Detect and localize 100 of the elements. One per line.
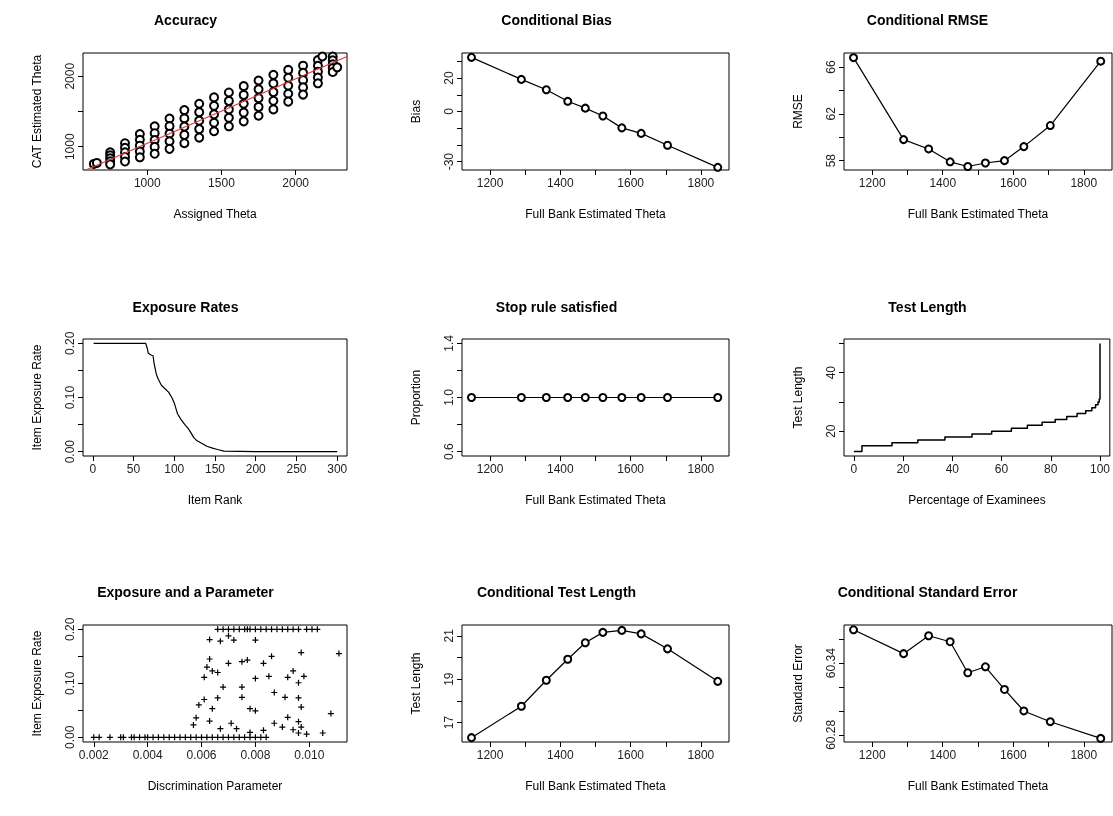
y-tick-label: 0.10 xyxy=(63,671,77,695)
point xyxy=(466,733,476,743)
y-tick-label: 20 xyxy=(442,71,456,85)
point xyxy=(1096,733,1106,743)
point xyxy=(580,103,590,113)
x-tick-label: 1800 xyxy=(1070,176,1098,190)
chart-title: Conditional Standard Error xyxy=(837,584,1018,600)
x-tick-label: 50 xyxy=(126,462,141,476)
x-tick-label: 1600 xyxy=(617,176,645,190)
point xyxy=(598,627,608,637)
y-axis-title: Test Length xyxy=(409,652,423,715)
y-tick-label: 0.20 xyxy=(63,617,77,641)
y-tick-label: 40 xyxy=(824,365,838,380)
y-axis-title: Standard Error xyxy=(791,644,805,723)
point xyxy=(999,156,1009,166)
x-tick-label: 1400 xyxy=(547,462,575,476)
x-tick-label: 1200 xyxy=(858,748,886,762)
x-tick-label: 1400 xyxy=(929,176,957,190)
y-tick-label: 1.4 xyxy=(442,334,456,352)
x-tick-label: 20 xyxy=(896,462,911,476)
y-tick-label: 66 xyxy=(824,60,838,74)
y-tick-label: 21 xyxy=(442,628,456,643)
x-tick-label: 1800 xyxy=(687,748,715,762)
point xyxy=(945,157,955,167)
point xyxy=(516,701,526,711)
x-tick-label: 0.002 xyxy=(78,748,110,762)
x-tick-label: 2000 xyxy=(282,176,310,190)
x-tick-label: 1200 xyxy=(476,462,504,476)
x-axis-title: Full Bank Estimated Theta xyxy=(907,207,1049,221)
x-tick-label: 250 xyxy=(286,462,307,476)
x-tick-label: 200 xyxy=(245,462,267,476)
chart-title: Accuracy xyxy=(153,12,218,28)
point xyxy=(999,684,1009,694)
y-tick-label: 17 xyxy=(442,715,456,730)
x-axis-title: Discrimination Parameter xyxy=(147,779,283,793)
y-tick-label: 20 xyxy=(824,424,838,438)
x-axis-title: Full Bank Estimated Theta xyxy=(525,779,667,793)
point xyxy=(1045,121,1055,131)
point xyxy=(899,135,909,145)
x-tick-label: 0.010 xyxy=(294,748,325,762)
x-tick-label: 1400 xyxy=(547,748,575,762)
x-tick-label: 1800 xyxy=(687,462,715,476)
point xyxy=(980,158,990,168)
point xyxy=(563,96,573,106)
point xyxy=(563,654,573,664)
y-axis-title: Item Exposure Rate xyxy=(30,630,44,737)
x-axis-title: Assigned Theta xyxy=(173,207,257,221)
point xyxy=(713,676,723,686)
x-tick-label: 0 xyxy=(89,462,97,476)
chart-title: Test Length xyxy=(888,299,967,315)
chart-title: Conditional RMSE xyxy=(866,12,989,28)
point xyxy=(980,662,990,672)
y-tick-label: 60.28 xyxy=(824,719,838,750)
point xyxy=(541,675,551,685)
point xyxy=(945,637,955,647)
x-tick-label: 80 xyxy=(1044,462,1058,476)
x-axis-title: Full Bank Estimated Theta xyxy=(525,207,667,221)
x-tick-label: 300 xyxy=(327,462,348,476)
point xyxy=(924,631,934,641)
x-tick-label: 150 xyxy=(204,462,226,476)
point xyxy=(963,668,973,678)
x-tick-label: 100 xyxy=(164,462,185,476)
x-axis-title: Full Bank Estimated Theta xyxy=(525,493,667,507)
y-tick-label: 1000 xyxy=(63,133,77,161)
point xyxy=(663,140,673,150)
x-tick-label: 0.004 xyxy=(132,748,163,762)
point xyxy=(617,123,627,133)
x-axis-title: Item Rank xyxy=(187,493,244,507)
x-tick-label: 1800 xyxy=(687,176,715,190)
x-tick-label: 1600 xyxy=(999,748,1027,762)
y-tick-label: 0.10 xyxy=(63,385,77,410)
y-tick-label: 2000 xyxy=(63,62,77,90)
y-tick-label: 60.34 xyxy=(824,647,838,679)
x-tick-label: 1200 xyxy=(858,176,886,190)
y-tick-label: 0.20 xyxy=(63,331,77,356)
y-tick-label: 62 xyxy=(824,106,838,121)
y-tick-label: -30 xyxy=(442,152,456,171)
point xyxy=(899,649,909,659)
y-tick-label: 19 xyxy=(442,672,456,686)
point xyxy=(713,162,723,172)
x-axis-title: Percentage of Examinees xyxy=(908,493,1046,507)
point xyxy=(516,74,526,84)
chart-title: Exposure Rates xyxy=(132,299,239,315)
chart-title: Conditional Bias xyxy=(501,12,612,28)
point xyxy=(849,625,859,635)
point xyxy=(541,85,551,95)
y-tick-label: 0.6 xyxy=(442,443,456,461)
x-tick-label: 1500 xyxy=(208,176,236,190)
point xyxy=(1019,142,1029,152)
x-tick-label: 1600 xyxy=(617,462,645,476)
y-axis-title: Item Exposure Rate xyxy=(30,344,44,451)
x-tick-label: 1400 xyxy=(929,748,957,762)
point xyxy=(617,625,627,635)
y-tick-label: 0 xyxy=(442,107,456,115)
x-axis-title: Full Bank Estimated Theta xyxy=(907,779,1049,793)
x-tick-label: 0.008 xyxy=(240,748,271,762)
point xyxy=(598,111,608,121)
point xyxy=(466,52,476,62)
x-tick-label: 1600 xyxy=(617,748,645,762)
x-tick-label: 0.006 xyxy=(186,748,217,762)
